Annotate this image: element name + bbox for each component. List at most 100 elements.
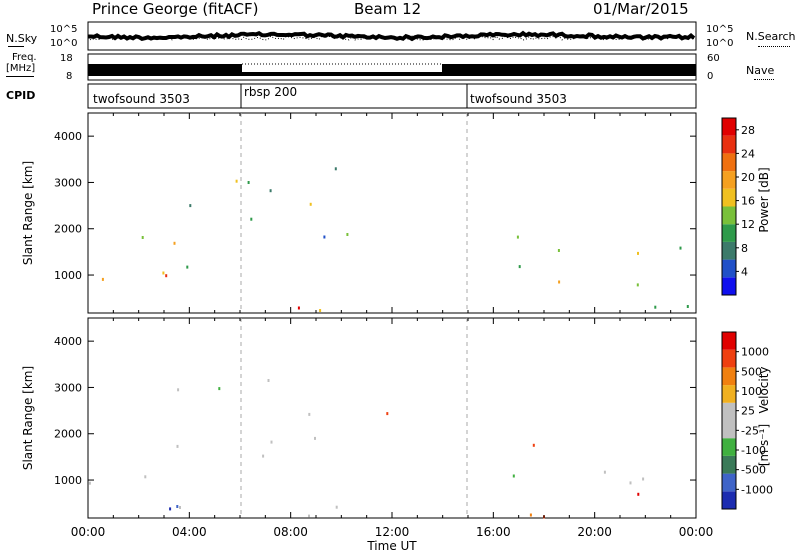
freq-tick-top: 18	[60, 53, 73, 64]
colorbar-swatch	[722, 332, 736, 350]
scatter-cell	[169, 507, 172, 511]
scatter-cell	[173, 241, 176, 245]
cpid-label: CPID	[6, 89, 36, 102]
colorbar-swatch	[722, 224, 736, 242]
scatter-cell	[177, 388, 180, 392]
scatter-cell	[101, 277, 104, 281]
scatter-cell	[679, 246, 682, 250]
colorbar-tick-label: 16	[741, 195, 755, 208]
scatter-cell	[262, 454, 265, 458]
power-colorbar-title: Power [dB]	[757, 167, 771, 232]
scatter-cell	[270, 440, 273, 444]
scatter-cell	[186, 265, 189, 269]
y-tick-label: 1000	[54, 474, 82, 487]
scatter-cell	[629, 481, 632, 485]
scatter-cell	[88, 481, 91, 485]
scatter-cell	[144, 475, 147, 479]
scatter-cell	[637, 251, 639, 255]
scatter-cell	[176, 444, 179, 448]
scatter-cell	[267, 379, 270, 382]
freq-label: Freq.	[12, 52, 37, 63]
scatter-cell	[235, 179, 238, 183]
scatter-cell	[335, 505, 338, 509]
colorbar-frame	[721, 117, 737, 296]
search-tick-top: 10^5	[706, 24, 734, 35]
time-axis-labels: 00:00 04:00 08:00 12:00 16:00 20:00 00:00	[71, 525, 714, 539]
scatter-cell	[529, 513, 532, 517]
search-legend-line	[758, 46, 790, 47]
colorbar-swatch	[722, 135, 736, 154]
colorbar-swatch	[722, 206, 736, 225]
power-panel: 1000 2000 3000 4000	[54, 112, 697, 314]
colorbar-swatch	[722, 402, 736, 421]
scatter-cell	[686, 305, 689, 308]
y-tick-label: 3000	[54, 381, 82, 394]
freq-bar	[466, 64, 696, 76]
station-title: Prince George (fitACF)	[92, 0, 259, 18]
cpid-segment-label: twofsound 3503	[93, 92, 190, 106]
colorbar-swatch	[722, 385, 736, 403]
search-tick-bottom: 10^0	[706, 38, 734, 49]
sky-noise-trace	[88, 30, 696, 42]
power-scatter	[101, 167, 689, 312]
scatter-cell	[308, 412, 311, 416]
scatter-cell	[269, 189, 272, 193]
colorbar-tick-label: -1000	[741, 483, 773, 496]
colorbar-tick-label: 1000	[741, 346, 769, 359]
colorbar-swatch	[722, 473, 736, 492]
nave-legend-line	[754, 79, 774, 80]
colorbar-tick-label: 4	[741, 265, 748, 278]
scatter-cell	[141, 236, 144, 239]
power-colorbar: 4 8 12 16 20 24 28	[721, 117, 755, 296]
date-title: 01/Mar/2015	[593, 0, 689, 18]
scatter-cell	[603, 470, 606, 474]
x-tick-label: 16:00	[476, 525, 511, 539]
scatter-cell	[636, 283, 639, 287]
scatter-cell	[247, 181, 250, 184]
y-axis-title-power: Slant Range [km]	[21, 161, 35, 265]
sky-legend-line	[8, 46, 24, 47]
velocity-axes: 1000 2000 3000 4000	[54, 318, 697, 518]
colorbar-tick-label: 100	[741, 385, 762, 398]
y-tick-label: 2000	[54, 223, 82, 236]
freq-unit-label: [MHz]	[6, 63, 36, 74]
x-tick-label: 00:00	[71, 525, 106, 539]
velocity-panel: 1000 2000 3000 4000	[54, 317, 697, 519]
freq-legend-line	[6, 76, 34, 77]
scatter-cell	[518, 265, 521, 269]
colorbar-swatch	[722, 349, 736, 368]
velocity-scatter	[88, 379, 645, 519]
freq-bar	[442, 64, 466, 76]
beam-title: Beam 12	[354, 0, 422, 18]
colorbar-swatch	[722, 491, 736, 509]
scatter-cell	[558, 280, 561, 284]
y-tick-label: 4000	[54, 130, 82, 143]
scatter-cell	[532, 443, 535, 447]
colorbar-swatch	[722, 153, 736, 172]
colorbar-swatch	[722, 171, 736, 189]
colorbar-swatch	[722, 367, 736, 386]
scatter-cell	[386, 412, 389, 416]
scatter-cell	[346, 233, 349, 236]
colorbar-swatch	[722, 118, 736, 136]
x-axis-title: Time UT	[366, 539, 417, 553]
scatter-cell	[323, 235, 326, 239]
search-label: N.Search	[746, 30, 796, 43]
scatter-cell	[250, 217, 253, 221]
scatter-cell	[637, 492, 640, 496]
scatter-cell	[297, 306, 300, 310]
scatter-cell	[516, 235, 519, 239]
power-axes: 1000 2000 3000 4000	[54, 113, 697, 313]
colorbar-tick-label: -100	[741, 444, 766, 457]
scatter-cell	[314, 436, 316, 440]
colorbar-swatch	[722, 259, 736, 278]
nave-tick-top: 60	[707, 53, 720, 64]
colorbar-tick-label: 500	[741, 365, 762, 378]
colorbar-tick-label: 20	[741, 171, 755, 184]
sky-tick-top: 10^5	[50, 24, 78, 35]
y-axis-title-velocity: Slant Range [km]	[21, 366, 35, 470]
sky-tick-bottom: 10^0	[50, 38, 78, 49]
scatter-cell	[165, 274, 168, 278]
cpid-segment-label: twofsound 3503	[470, 92, 567, 106]
colorbar-swatch	[722, 241, 736, 260]
